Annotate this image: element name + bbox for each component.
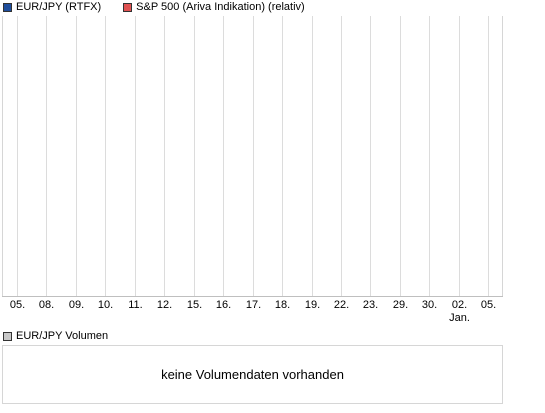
volume-legend: EUR/JPY Volumen (3, 330, 108, 342)
x-tick-label: 09. (69, 299, 84, 311)
x-month-label: Jan. (449, 312, 470, 324)
gray-square-icon (3, 331, 12, 341)
x-tick-label: 15. (187, 299, 202, 311)
legend-item-eurjpy: EUR/JPY (RTFX) (3, 1, 101, 13)
volume-legend-label: EUR/JPY Volumen (16, 330, 109, 342)
x-tick-label: 02. (452, 299, 467, 311)
grid-lines (17, 16, 489, 296)
legend-item-sp500: S&P 500 (Ariva Indikation) (relativ) (123, 1, 305, 13)
x-tick-label: 08. (39, 299, 54, 311)
x-tick-label: 17. (246, 299, 261, 311)
x-tick-label: 18. (275, 299, 290, 311)
legend-label-sp500: S&P 500 (Ariva Indikation) (relativ) (136, 1, 305, 13)
x-tick-labels: 05. 08. 09. 10. 11. 12. 15. 16. 17. 18. 19. 22. 23. 2… (10, 299, 496, 324)
chart-legend: EUR/JPY (RTFX) S&P 500 (Ariva Indikation… (3, 1, 327, 13)
volume-panel: keine Volumendaten vorhanden (2, 345, 503, 404)
x-tick-label: 12. (157, 299, 172, 311)
x-tick-label: 23. (363, 299, 378, 311)
legend-label-eurjpy: EUR/JPY (RTFX) (16, 1, 102, 13)
x-tick-label: 30. (422, 299, 437, 311)
x-tick-label: 19. (305, 299, 320, 311)
price-chart: 05. 08. 09. 10. 11. 12. 15. 16. 17. 18. 19. 22. 23. 2… (2, 16, 503, 324)
x-tick-label: 10. (98, 299, 113, 311)
no-volume-message: keine Volumendaten vorhanden (161, 367, 344, 382)
x-tick-label: 22. (334, 299, 349, 311)
x-tick-label: 16. (216, 299, 231, 311)
x-tick-label: 11. (128, 299, 142, 311)
x-tick-label: 05. (481, 299, 496, 311)
red-square-icon (123, 2, 133, 12)
x-tick-label: 05. (10, 299, 25, 311)
blue-square-icon (3, 2, 12, 12)
x-tick-label: 29. (393, 299, 408, 311)
